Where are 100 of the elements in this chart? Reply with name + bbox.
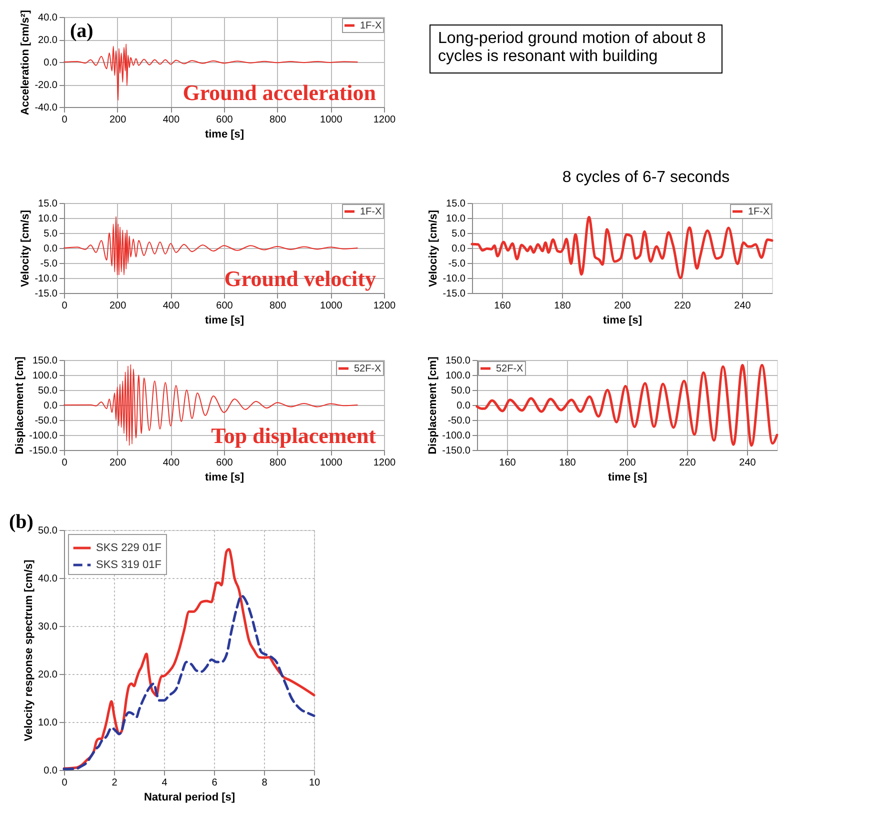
y-tick-label: 5.0 — [44, 228, 58, 240]
x-tick-label: 1000 — [320, 458, 343, 468]
y-tick-label: 150.0 — [32, 356, 58, 366]
y-tick-label: -100.0 — [29, 430, 58, 442]
y-axis-title: Displacement [cm] — [14, 356, 26, 454]
x-tick-label: 160 — [494, 300, 512, 312]
x-tick-label: 800 — [269, 300, 287, 312]
x-tick-label: 400 — [162, 300, 180, 312]
x-tick-label: 220 — [679, 458, 696, 468]
x-tick-label: 400 — [162, 458, 180, 468]
x-tick-label: 1000 — [320, 114, 343, 126]
text: 8 cycles of 6-7 seconds — [562, 169, 730, 186]
x-tick-label: 600 — [216, 458, 234, 468]
line-series — [476, 364, 778, 447]
y-tick-label: 15.0 — [38, 198, 58, 210]
text: Long-period ground motion of about 8 cycles is resonant with building — [438, 30, 706, 65]
x-tick-label: 6 — [212, 778, 218, 788]
line-series — [470, 216, 774, 280]
legend-label: 1F-X — [360, 20, 382, 32]
y-tick-label: 20.0 — [38, 35, 58, 46]
x-tick-label: 240 — [734, 300, 752, 312]
x-tick-label: 800 — [269, 458, 287, 468]
y-tick-label: 20.0 — [38, 670, 58, 680]
x-tick-label: 180 — [554, 300, 572, 312]
annotation: Top displacement — [211, 423, 377, 448]
legend-label: 1F-X — [748, 206, 770, 218]
y-tick-label: 10.0 — [446, 214, 466, 224]
y-tick-label: -150.0 — [29, 446, 58, 456]
y-tick-label: 5.0 — [452, 228, 466, 240]
y-tick-label: 10.0 — [38, 214, 58, 224]
x-tick-label: 1200 — [373, 300, 396, 312]
x-tick-label: 0 — [62, 458, 68, 468]
y-tick-label: -50.0 — [34, 416, 58, 426]
annotation: Ground velocity — [224, 266, 376, 291]
x-tick-label: 240 — [739, 458, 756, 468]
x-axis-title: Natural period [s] — [144, 792, 236, 804]
x-tick-label: 200 — [109, 114, 127, 126]
y-tick-label: -40.0 — [34, 102, 58, 114]
x-tick-label: 200 — [109, 300, 127, 312]
x-tick-label: 180 — [559, 458, 576, 468]
x-tick-label: 0 — [62, 778, 68, 788]
x-axis-title: time [s] — [602, 314, 642, 326]
x-tick-label: 220 — [674, 300, 692, 312]
x-axis-title: time [s] — [608, 472, 648, 484]
y-tick-label: 0.0 — [452, 244, 466, 254]
legend-label: 52F-X — [496, 364, 524, 374]
y-tick-label: -150.0 — [442, 446, 471, 456]
y-tick-label: 50.0 — [38, 526, 58, 536]
y-tick-label: -5.0 — [448, 258, 466, 270]
x-axis-title: time [s] — [204, 472, 244, 484]
y-tick-label: 0.0 — [44, 400, 58, 412]
x-axis-title: time [s] — [204, 314, 244, 326]
y-tick-label: -10.0 — [34, 274, 58, 284]
annotation: (a) — [70, 20, 94, 42]
y-axis-title: Acceleration [cm/s²] — [20, 10, 32, 116]
y-tick-label: 50.0 — [38, 386, 58, 396]
x-tick-label: 10 — [308, 778, 320, 788]
x-tick-label: 8 — [262, 778, 268, 788]
y-tick-label: 0.0 — [44, 58, 58, 68]
x-tick-label: 400 — [162, 114, 180, 126]
y-axis-title: Velocity response spectrum [cm/s] — [23, 559, 36, 742]
x-tick-label: 4 — [162, 778, 168, 788]
y-tick-label: -50.0 — [448, 416, 471, 426]
y-tick-label: 15.0 — [446, 198, 466, 210]
y-tick-label: 10.0 — [38, 718, 58, 728]
y-tick-label: 150.0 — [445, 356, 471, 366]
y-axis-title: Velocity [cm/s] — [20, 210, 32, 288]
x-tick-label: 800 — [269, 114, 287, 126]
x-tick-label: 600 — [216, 300, 234, 312]
legend-label: SKS 319 01F — [96, 559, 162, 571]
x-tick-label: 600 — [216, 114, 234, 126]
y-tick-label: 0.0 — [456, 400, 471, 412]
x-tick-label: 1200 — [373, 114, 396, 126]
y-tick-label: 100.0 — [445, 370, 471, 382]
x-tick-label: 1000 — [320, 300, 343, 312]
y-tick-label: -20.0 — [34, 80, 58, 91]
y-tick-label: 50.0 — [451, 386, 471, 396]
x-tick-label: 200 — [109, 458, 127, 468]
x-tick-label: 1200 — [373, 458, 396, 468]
text: (b) — [9, 511, 34, 533]
y-tick-label: -5.0 — [40, 258, 58, 270]
y-tick-label: 40.0 — [38, 574, 58, 584]
y-tick-label: 0.0 — [44, 766, 58, 776]
y-tick-label: 100.0 — [32, 370, 58, 382]
y-tick-label: -15.0 — [442, 288, 466, 300]
y-tick-label: 0.0 — [44, 244, 58, 254]
y-axis-title: Displacement [cm] — [427, 356, 440, 454]
x-tick-label: 200 — [619, 458, 636, 468]
y-tick-label: 40.0 — [38, 12, 58, 24]
x-axis-title: time [s] — [204, 128, 244, 140]
y-tick-label: -15.0 — [34, 288, 58, 300]
y-axis-title: Velocity [cm/s] — [428, 210, 440, 288]
annotation: Ground acceleration — [182, 80, 376, 105]
x-tick-label: 0 — [62, 300, 68, 312]
x-tick-label: 2 — [112, 778, 118, 788]
legend-label: 1F-X — [360, 206, 382, 218]
y-tick-label: -10.0 — [442, 274, 466, 284]
x-tick-label: 200 — [614, 300, 632, 312]
legend-label: 52F-X — [354, 364, 382, 374]
x-tick-label: 0 — [62, 114, 68, 126]
